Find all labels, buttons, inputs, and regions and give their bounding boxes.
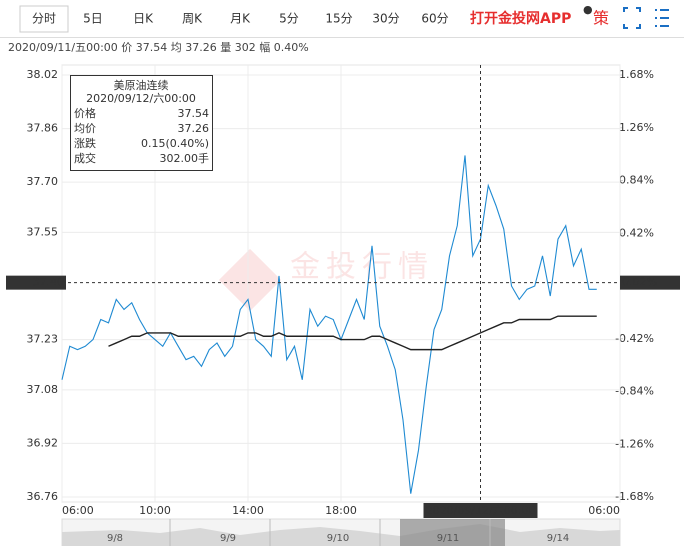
crosshair-y-label: 37.40 [33, 276, 65, 289]
crosshair-y-bg [6, 275, 66, 290]
x-tick-label: 10:00 [139, 504, 171, 517]
y2-tick-label: 0.42% [619, 226, 654, 239]
y-tick-label: 37.86 [27, 122, 59, 135]
y2-tick-label: -0.42% [615, 332, 654, 345]
tooltip-value: 302.00手 [160, 151, 210, 165]
menu-icon[interactable] [655, 9, 669, 27]
navigator-label: 9/11 [437, 533, 459, 544]
tooltip-label: 均价 [74, 122, 96, 135]
y-tick-label: 37.08 [27, 383, 59, 396]
app-link[interactable]: 打开金投网APP [470, 10, 571, 27]
average-line [108, 315, 597, 351]
price-line [61, 155, 597, 494]
tab[interactable]: 分时 [32, 12, 56, 26]
tooltip-label: 价格 [74, 106, 96, 120]
crosshair-y2-label: 0.02% [622, 276, 657, 289]
navigator-label: 9/14 [547, 533, 569, 544]
y2-tick-label: -1.68% [615, 490, 654, 503]
tooltip-label: 涨跌 [74, 136, 96, 150]
tab[interactable]: 月K [230, 12, 251, 26]
y-tick-label: 37.70 [27, 175, 59, 188]
x-tick-label: 06:00 [62, 504, 94, 517]
y2-tick-label: 1.26% [619, 121, 654, 134]
navigator-label: 9/8 [107, 533, 123, 544]
tab[interactable]: 30分 [372, 12, 399, 26]
tab[interactable]: 周K [182, 12, 203, 26]
y2-tick-label: -1.26% [615, 437, 654, 450]
tab[interactable]: 5分 [279, 12, 299, 26]
x-tick-label: 18:00 [325, 504, 357, 517]
tab[interactable]: 60分 [421, 12, 448, 26]
info-line: 2020/09/11/五00:00 价 37.54 均 37.26 量 302 … [8, 41, 309, 54]
navigator: 9/8 9/9 9/10 9/11 9/14 [61, 518, 621, 546]
navigator-label: 9/9 [220, 533, 236, 544]
tooltip-value: 0.15(0.40%) [141, 137, 209, 150]
tooltip-time: 2020/09/12/六00:00 [86, 92, 196, 105]
tooltip-label: 成交 [74, 151, 96, 165]
y2-tick-label: 1.68% [619, 68, 654, 81]
active-tab-bg [19, 5, 69, 33]
y-tick-label: 37.23 [27, 333, 59, 346]
crosshair-y2-bg [620, 275, 680, 290]
y-tick-label: 36.92 [27, 436, 59, 449]
y-tick-label: 38.02 [27, 68, 59, 81]
navigator-window[interactable] [400, 519, 505, 546]
crosshair-x-label: 2020/09/12/六00:00 [426, 504, 536, 517]
tooltip-value: 37.26 [178, 122, 210, 135]
y2-tick-label: 0.84% [619, 174, 654, 187]
crosshair-x-bg [423, 503, 538, 518]
tooltip-title: 美原油连续 [114, 78, 169, 92]
navigator-label: 9/10 [327, 533, 349, 544]
y2-tick-label: -0.84% [615, 385, 654, 398]
fullscreen-icon[interactable] [623, 7, 641, 29]
tab[interactable]: 15分 [325, 12, 352, 26]
watermark-text: 金投行情 [290, 250, 434, 285]
tooltip-bg [70, 75, 213, 171]
y-tick-label: 36.76 [27, 490, 59, 503]
x-tick-label: 06:00 [588, 504, 620, 517]
y-tick-label: 37.55 [27, 225, 59, 238]
tab[interactable]: 5日 [83, 12, 103, 26]
tab[interactable]: 日K [133, 12, 154, 26]
watermark-logo [218, 248, 282, 312]
strategy-icon[interactable]: 策 [593, 9, 609, 28]
badge: ● [583, 3, 593, 16]
x-tick-label: 14:00 [232, 504, 264, 517]
watermark [218, 248, 282, 312]
tooltip-value: 37.54 [178, 107, 210, 120]
